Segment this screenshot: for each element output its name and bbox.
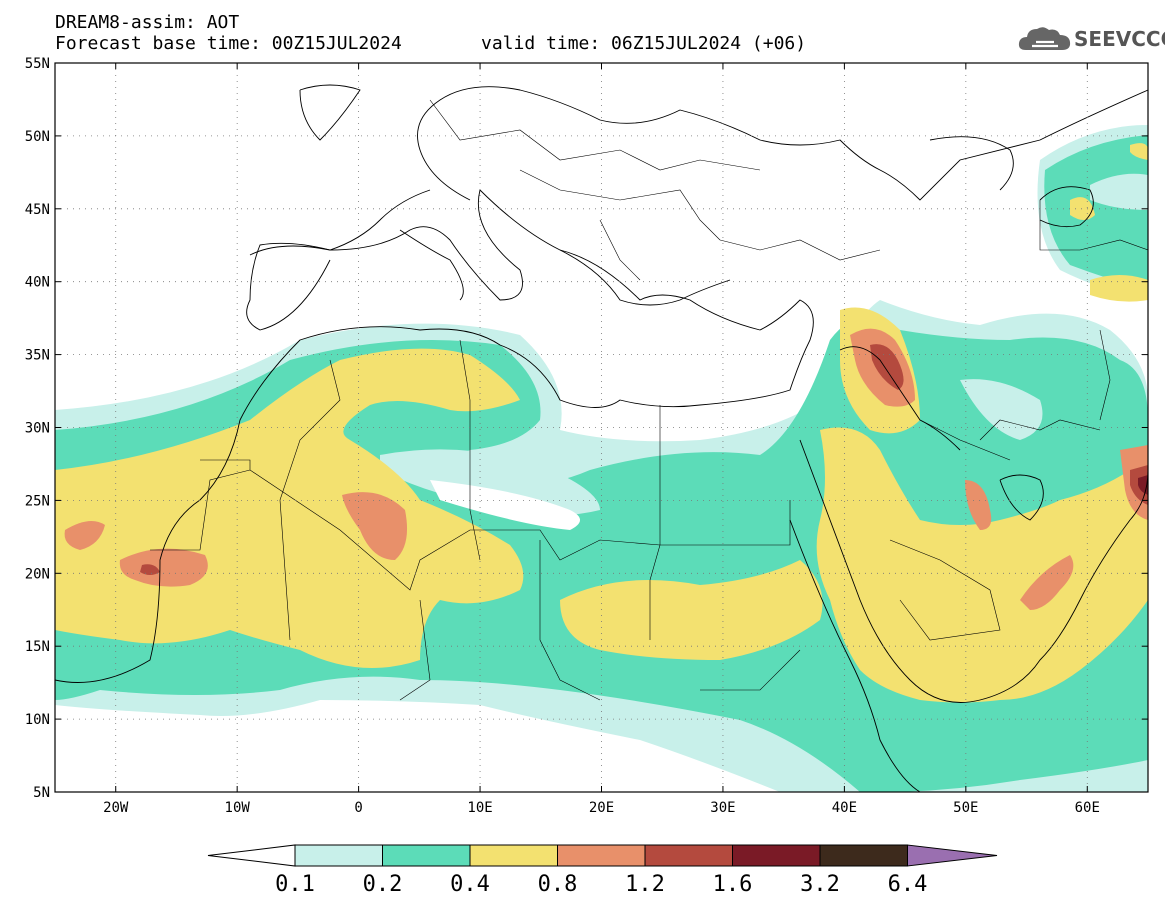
lat-label: 15N (25, 639, 50, 655)
colorbar (207, 844, 998, 867)
colorbar-left-arrow (207, 844, 296, 867)
coastlines (55, 84, 1148, 792)
cloud-icon (1018, 27, 1071, 50)
colorbar-segment (732, 844, 821, 867)
lon-label: 10E (467, 800, 492, 816)
lon-label: 50E (953, 800, 978, 816)
lat-label: 20N (25, 566, 50, 582)
lat-label: 50N (25, 129, 50, 145)
forecast-base-time: Forecast base time: 00Z15JUL2024 (55, 33, 402, 54)
lat-label: 25N (25, 493, 50, 509)
colorbar-label: 0.4 (450, 872, 490, 897)
lat-label: 40N (25, 275, 50, 291)
colorbar-segment (819, 844, 908, 867)
colorbar-segment (644, 844, 733, 867)
map-title: DREAM8-assim: AOT (55, 12, 240, 33)
lon-label: 30E (710, 800, 735, 816)
colorbar-right-arrow (907, 844, 998, 867)
lon-label: 60E (1075, 800, 1100, 816)
longitude-labels: 20W 10W 0 10E 20E 30E 40E 50E 60E (103, 800, 1100, 816)
gridlines (55, 63, 1148, 792)
lon-label: 20W (103, 800, 129, 816)
lon-label: 40E (832, 800, 857, 816)
axis-ticks (55, 62, 1148, 793)
colorbar-segment (382, 844, 471, 867)
colorbar-label: 3.2 (800, 872, 840, 897)
colorbar-label: 1.6 (712, 872, 753, 897)
lat-label: 5N (33, 785, 50, 801)
logo-text: SEEVCCC (1074, 27, 1165, 51)
lat-label: 35N (25, 348, 50, 364)
colorbar-label: 0.8 (537, 872, 578, 897)
lat-label: 30N (25, 421, 50, 437)
aot-field (55, 84, 1148, 792)
lat-label: 55N (25, 56, 50, 72)
seevccc-logo: SEEVCCC (1018, 24, 1165, 54)
valid-time: valid time: 06Z15JUL2024 (+06) (481, 33, 807, 54)
lon-label: 10W (225, 800, 251, 816)
lat-label: 10N (25, 712, 50, 728)
country-borders (150, 99, 1148, 701)
colorbar-label: 0.1 (275, 872, 315, 897)
colorbar-segment (469, 844, 558, 867)
colorbar-label: 6.4 (887, 872, 928, 897)
colorbar-segment (294, 844, 383, 867)
lon-label: 20E (589, 800, 614, 816)
colorbar-segment (557, 844, 646, 867)
lon-label: 0 (354, 800, 362, 816)
colorbar-label: 1.2 (625, 872, 665, 897)
latitude-labels: 55N 50N 45N 40N 35N 30N 25N 20N 15N 10N 5N (25, 56, 50, 801)
lat-label: 45N (25, 202, 50, 218)
colorbar-label: 0.2 (362, 872, 403, 897)
